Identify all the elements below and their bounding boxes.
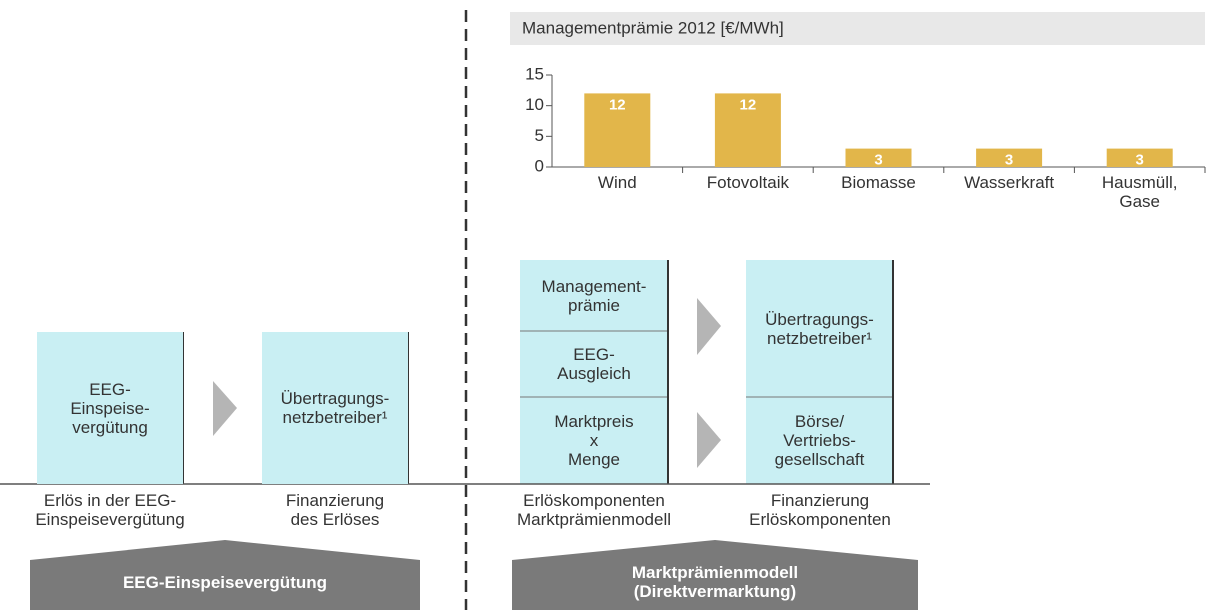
chart-title-band: [510, 12, 1205, 45]
banner-label: EEG-Einspeisevergütung: [122, 573, 328, 592]
bar: [584, 93, 651, 167]
banner-shape: [30, 540, 420, 610]
y-tick-label: 15: [525, 64, 544, 83]
bar: [845, 148, 912, 167]
caption: Erlös in der EEG- Einspeisevergütung: [35, 491, 185, 529]
caption: Finanzierung des Erlöses: [285, 491, 385, 529]
box-label: Übertragungs- netzbetreiber¹: [262, 332, 408, 484]
value-label: 3: [1136, 152, 1144, 169]
value-label: 12: [740, 96, 757, 113]
y-tick-label: 0: [535, 156, 544, 175]
cell-label: Übertragungs- netzbetreiber¹: [765, 310, 874, 348]
caption: Finanzierung Erlöskomponenten: [749, 491, 891, 529]
cell-label: Börse/ Vertriebs- gesellschaft: [774, 411, 865, 469]
bar: [1106, 148, 1173, 167]
bar: [714, 93, 781, 167]
box-label: EEG- Einspeise- vergütung: [37, 332, 183, 484]
arrow: [697, 298, 721, 355]
banner-label: Marktprämienmodell (Direktvermarktung): [631, 563, 799, 601]
x-tick-label: Biomasse: [841, 173, 916, 192]
cell-label: Management- prämie: [541, 277, 647, 315]
box: [520, 260, 668, 484]
banner-shape: [512, 540, 918, 610]
value-label: 3: [1005, 152, 1013, 169]
y-tick-label: 10: [525, 95, 544, 114]
bar: [976, 148, 1043, 167]
x-tick-label: Wasserkraft: [964, 173, 1055, 192]
y-tick-label: 5: [535, 126, 544, 145]
caption: Erlöskomponenten Marktprämienmodell: [517, 491, 671, 529]
value-label: 12: [609, 96, 626, 113]
x-tick-label: Hausmüll, Gase: [1101, 173, 1178, 211]
chart-title: Managementprämie 2012 [€/MWh]: [522, 18, 784, 37]
cell-label: EEG- Ausgleich: [557, 345, 631, 383]
x-tick-label: Fotovoltaik: [706, 173, 789, 192]
arrow: [213, 381, 237, 436]
x-tick-label: Wind: [597, 173, 637, 192]
value-label: 3: [874, 152, 882, 169]
arrow: [697, 412, 721, 468]
cell-label: Marktpreis x Menge: [554, 411, 634, 469]
box: [746, 260, 893, 484]
